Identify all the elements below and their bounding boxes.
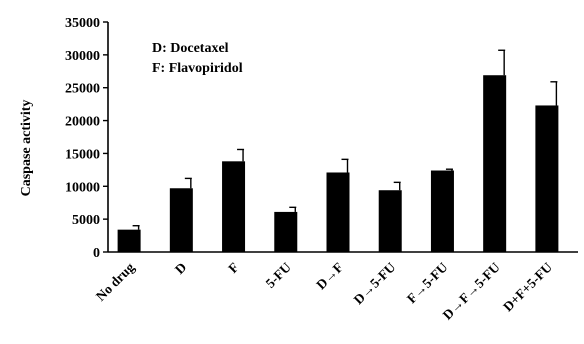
bar (169, 188, 193, 252)
y-tick-label: 35000 (65, 16, 100, 31)
bar (535, 105, 559, 252)
x-tick-label: F (225, 260, 241, 276)
bar (378, 190, 402, 252)
x-tick-label: D (172, 259, 190, 277)
y-tick-label: 20000 (65, 115, 100, 130)
bar (274, 211, 298, 252)
x-tick-label: D→F (313, 260, 346, 293)
x-tick-label: No drug (93, 259, 137, 303)
legend-docetaxel: D: Docetaxel (152, 41, 229, 56)
bar (117, 229, 141, 252)
y-tick-label: 10000 (65, 180, 100, 195)
bars (117, 49, 559, 252)
y-tick-label: 25000 (65, 82, 100, 97)
x-tick-label: D+F+5-FU (500, 259, 555, 314)
x-tick-label: 5-FU (263, 259, 294, 290)
bar (222, 161, 246, 252)
y-tick-label: 5000 (72, 213, 100, 228)
x-tick-label: F→5-FU (404, 259, 451, 306)
y-axis-label: Caspase activity (19, 100, 34, 197)
bar (483, 75, 507, 252)
y-axis: 0 5000 10000 15000 20000 25000 30000 35000 (65, 16, 578, 261)
bar (326, 172, 350, 252)
x-tick-labels: No drug D F 5-FU D→F D→5-FU F→5-FUD→F→5-FUD+F+… (93, 259, 555, 322)
y-tick-label: 15000 (65, 147, 100, 162)
x-tick-label: D→5-FU (351, 259, 399, 307)
y-tick-label: 0 (93, 246, 100, 261)
y-tick-label: 30000 (65, 49, 100, 64)
bar (430, 170, 454, 252)
legend-flavopiridol: F: Flavopiridol (152, 61, 243, 76)
